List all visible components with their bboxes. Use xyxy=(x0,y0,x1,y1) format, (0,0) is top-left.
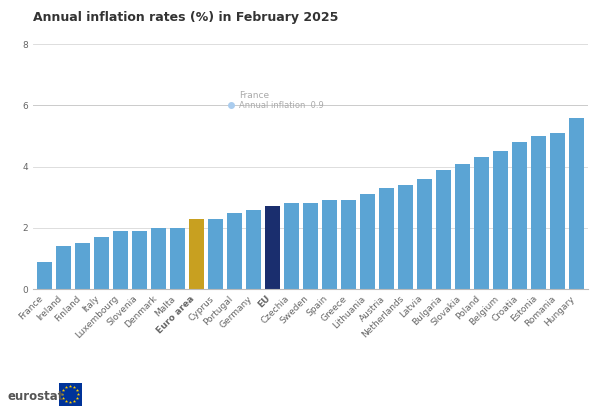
Bar xyxy=(265,206,280,289)
Bar xyxy=(550,133,565,289)
Bar xyxy=(455,164,470,289)
Bar xyxy=(361,194,374,289)
Bar xyxy=(379,188,394,289)
Bar xyxy=(418,179,431,289)
Bar xyxy=(398,185,413,289)
Text: Annual inflation rates (%) in February 2025: Annual inflation rates (%) in February 2… xyxy=(33,11,338,24)
Bar xyxy=(227,213,242,289)
Bar xyxy=(304,203,317,289)
Bar xyxy=(247,209,260,289)
Bar xyxy=(493,151,508,289)
Bar xyxy=(512,142,527,289)
Bar xyxy=(75,243,89,289)
Bar xyxy=(113,231,128,289)
Bar xyxy=(475,157,488,289)
Bar xyxy=(170,228,185,289)
Bar xyxy=(208,219,223,289)
Bar xyxy=(133,231,146,289)
Bar xyxy=(569,118,584,289)
Bar xyxy=(94,237,109,289)
Bar xyxy=(56,246,71,289)
Bar xyxy=(322,200,337,289)
Text: Annual inflation  0.9: Annual inflation 0.9 xyxy=(239,101,323,110)
Text: eurostat: eurostat xyxy=(7,390,64,403)
Bar xyxy=(436,170,451,289)
Bar xyxy=(284,203,299,289)
Bar xyxy=(341,200,356,289)
Bar xyxy=(532,136,546,289)
Bar xyxy=(151,228,166,289)
Bar xyxy=(190,219,203,289)
Bar xyxy=(37,261,52,289)
Text: France: France xyxy=(239,91,269,100)
